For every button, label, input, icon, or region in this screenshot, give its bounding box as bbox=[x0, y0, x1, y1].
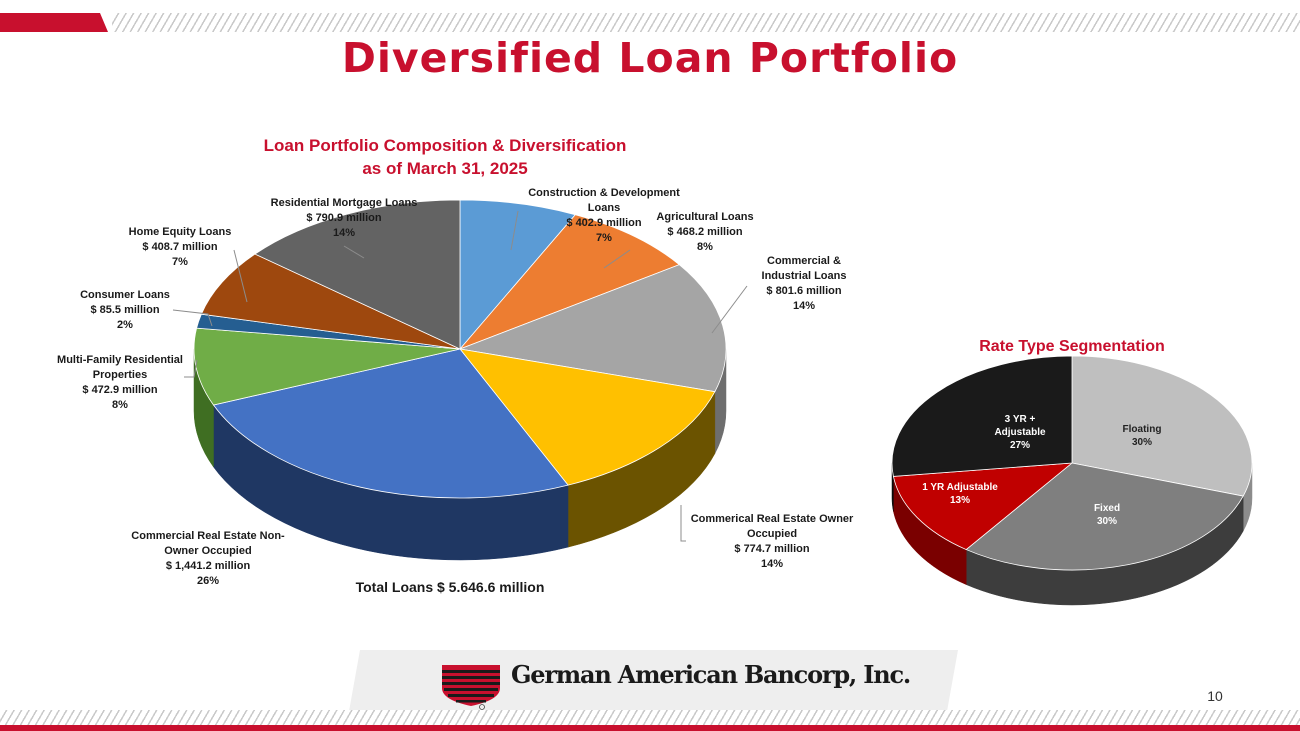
label-consumer: Consumer Loans $ 85.5 million 2% bbox=[74, 288, 176, 333]
leader-residential bbox=[343, 245, 365, 259]
label-multifamily-name: Multi-Family Residential Properties bbox=[57, 354, 183, 381]
rate-chart-title: Rate Type Segmentation bbox=[979, 338, 1165, 355]
label-cre-owner-amount: $ 774.7 million bbox=[734, 543, 810, 555]
total-loans-label: Total Loans $ 5.646.6 million bbox=[355, 579, 545, 595]
label-1yr-name: 1 YR Adjustable bbox=[922, 482, 998, 493]
leader-consumer bbox=[172, 309, 213, 327]
rate-type-pie bbox=[891, 355, 1253, 606]
label-cre-non-owner-name: Commercial Real Estate Non-Owner Occupie… bbox=[131, 530, 285, 557]
label-multifamily: Multi-Family Residential Properties $ 47… bbox=[56, 353, 184, 413]
leader-construction bbox=[510, 210, 519, 251]
label-agricultural-amount: $ 468.2 million bbox=[667, 226, 743, 238]
label-fixed-pct: 30% bbox=[1096, 516, 1117, 527]
top-accent-bar bbox=[0, 13, 108, 32]
label-3yr-adjustable: 3 YR + Adjustable 27% bbox=[990, 413, 1050, 452]
label-floating-name: Floating bbox=[1122, 424, 1162, 435]
slice-construction-development-loans bbox=[459, 199, 577, 351]
slice-residential-mortgage-loans bbox=[254, 199, 461, 350]
bottom-accent-bar bbox=[0, 725, 1300, 731]
company-name: German American Bancorp, Inc. bbox=[511, 660, 911, 689]
label-3yr-pct: 27% bbox=[1009, 440, 1030, 451]
company-logo-icon bbox=[442, 665, 500, 710]
label-cre-owner-pct: 14% bbox=[760, 558, 784, 570]
leader-cre-owner bbox=[680, 505, 686, 542]
label-ci-pct: 14% bbox=[792, 300, 816, 312]
label-fixed: Fixed 30% bbox=[1082, 502, 1132, 528]
label-cre-non-owner-amount: $ 1,441.2 million bbox=[165, 560, 251, 572]
slide-title: Diversified Loan Portfolio bbox=[341, 34, 959, 82]
label-floating: Floating 30% bbox=[1110, 423, 1174, 449]
label-construction: Construction & Development Loans $ 402.9… bbox=[515, 186, 693, 246]
label-home-equity-pct: 7% bbox=[172, 256, 188, 268]
label-commercial-industrial: Commercial & Industrial Loans $ 801.6 mi… bbox=[748, 254, 860, 314]
slice-3-yr-adjustable bbox=[891, 355, 1073, 477]
label-agricultural-name: Agricultural Loans bbox=[656, 211, 754, 223]
label-home-equity-name: Home Equity Loans bbox=[128, 226, 232, 238]
label-multifamily-pct: 8% bbox=[112, 399, 128, 411]
label-consumer-pct: 2% bbox=[117, 319, 133, 331]
label-cre-owner: Commerical Real Estate Owner Occupied $ … bbox=[684, 512, 860, 572]
label-fixed-name: Fixed bbox=[1093, 503, 1121, 514]
label-residential-mortgage-pct: 14% bbox=[332, 227, 356, 239]
label-consumer-name: Consumer Loans bbox=[80, 289, 170, 301]
label-1yr-adjustable: 1 YR Adjustable 13% bbox=[914, 481, 1006, 507]
slice-fixed bbox=[965, 462, 1244, 571]
loan-chart-title: Loan Portfolio Composition & Diversifica… bbox=[220, 134, 670, 180]
slice-commerical-real-estate-owner-occupied bbox=[459, 348, 716, 486]
label-ci-amount: $ 801.6 million bbox=[766, 285, 842, 297]
label-cre-non-owner-pct: 26% bbox=[196, 575, 220, 587]
label-multifamily-amount: $ 472.9 million bbox=[82, 384, 158, 396]
label-ci-name: Commercial & Industrial Loans bbox=[761, 255, 847, 282]
loan-label-leaders bbox=[172, 210, 748, 542]
slice-floating bbox=[1071, 355, 1253, 497]
label-consumer-amount: $ 85.5 million bbox=[90, 304, 160, 316]
loan-chart-title-line2: as of March 31, 2025 bbox=[362, 159, 528, 178]
bottom-hatch-band bbox=[0, 710, 1300, 725]
loan-chart-title-line1: Loan Portfolio Composition & Diversifica… bbox=[263, 136, 627, 155]
label-1yr-pct: 13% bbox=[949, 495, 970, 506]
label-residential-mortgage-amount: $ 790.9 million bbox=[306, 212, 382, 224]
leader-agricultural bbox=[603, 249, 631, 269]
slice-agricultural-loans bbox=[459, 214, 681, 350]
label-residential-mortgage-name: Residential Mortgage Loans bbox=[270, 197, 418, 209]
loan-portfolio-pie bbox=[193, 199, 727, 561]
slice-commercial-real-estate-non-owner-occupied bbox=[212, 348, 569, 499]
label-agricultural: Agricultural Loans $ 468.2 million 8% bbox=[650, 210, 760, 255]
page-number: 10 bbox=[1207, 688, 1223, 704]
label-agricultural-pct: 8% bbox=[697, 241, 713, 253]
top-hatch-band bbox=[112, 13, 1300, 32]
label-3yr-name: 3 YR + Adjustable bbox=[994, 414, 1046, 438]
label-construction-pct: 7% bbox=[596, 232, 612, 244]
label-home-equity: Home Equity Loans $ 408.7 million 7% bbox=[126, 225, 234, 270]
label-floating-pct: 30% bbox=[1131, 437, 1152, 448]
label-cre-owner-name: Commerical Real Estate Owner Occupied bbox=[690, 513, 854, 540]
leader-multifamily bbox=[184, 359, 198, 378]
label-home-equity-amount: $ 408.7 million bbox=[142, 241, 218, 253]
leader-ci bbox=[711, 285, 748, 334]
label-cre-non-owner: Commercial Real Estate Non-Owner Occupie… bbox=[124, 529, 292, 589]
label-construction-name: Construction & Development Loans bbox=[528, 187, 680, 214]
label-residential-mortgage: Residential Mortgage Loans $ 790.9 milli… bbox=[262, 196, 426, 241]
label-construction-amount: $ 402.9 million bbox=[566, 217, 642, 229]
leader-home-equity bbox=[233, 249, 248, 303]
slice-1-yr-adjustable bbox=[892, 462, 1074, 551]
